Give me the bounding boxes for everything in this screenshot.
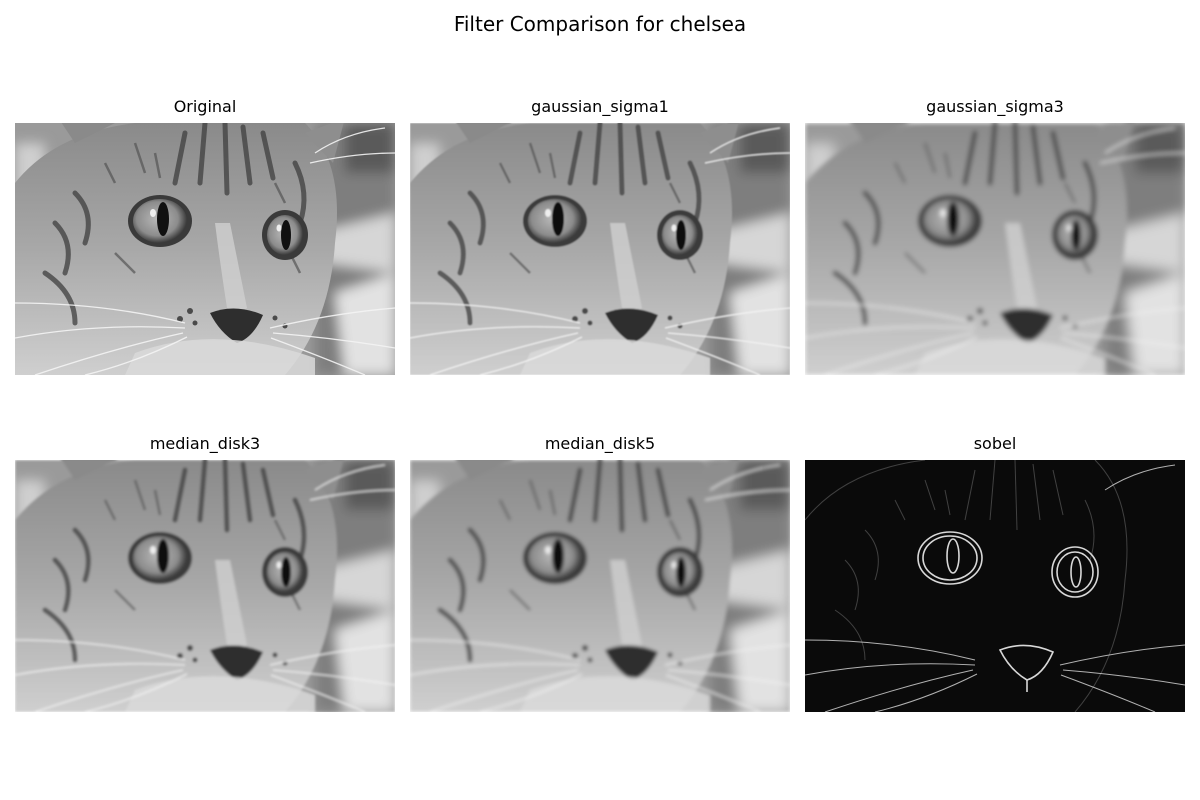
panel-title: median_disk3 (149, 434, 261, 453)
gaussian-sigma3-cat-image (805, 123, 1185, 375)
panel-title: gaussian_sigma1 (531, 97, 669, 116)
sobel-edge-image (805, 460, 1185, 712)
median-disk3-cat-image (15, 460, 395, 712)
median-disk5-cat-image (410, 460, 790, 712)
panel-title: sobel (973, 434, 1017, 453)
original-cat-image (15, 123, 395, 375)
gaussian-sigma1-cat-image (410, 123, 790, 375)
figure-title: Filter Comparison for chelsea (453, 12, 747, 36)
panel-title: gaussian_sigma3 (926, 97, 1064, 116)
panel-title: Original (173, 97, 237, 116)
panel-title: median_disk5 (544, 434, 656, 453)
